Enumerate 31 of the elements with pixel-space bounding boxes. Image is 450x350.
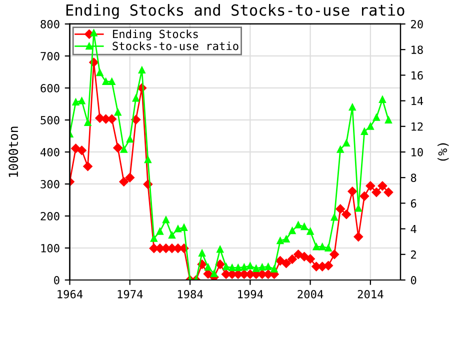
y-axis-title: 1000ton xyxy=(8,126,18,177)
y-tick-label: 700 xyxy=(40,52,60,60)
y-tick-label: 100 xyxy=(41,244,60,252)
y2-tick-label: 16 xyxy=(412,71,423,80)
y2-tick-label: 2 xyxy=(411,250,416,259)
x-tick-label: 1974 xyxy=(118,290,143,298)
y-tick-label: 800 xyxy=(40,20,60,28)
y-tick-label: 500 xyxy=(40,116,60,124)
y-tick-label: 0 xyxy=(54,276,60,284)
y2-tick-label: 12 xyxy=(412,122,423,131)
legend-label: Stocks-to-use ratio xyxy=(112,42,238,50)
x-tick-label: 1984 xyxy=(178,290,203,298)
y2-tick-label: 10 xyxy=(412,148,423,156)
y2-tick-label: 14 xyxy=(412,96,424,106)
y-tick-label: 600 xyxy=(40,84,60,92)
y2-axis-title: (%) xyxy=(438,143,449,161)
chart-title: Ending Stocks and Stocks-to-use ratio xyxy=(66,4,404,19)
x-tick-label: 2004 xyxy=(298,290,324,298)
x-tick-label: 1994 xyxy=(238,290,264,298)
y2-tick-label: 0 xyxy=(410,276,416,284)
y2-tick-label: 8 xyxy=(410,174,416,182)
x-tick-label: 2014 xyxy=(358,290,384,298)
y2-tick-label: 6 xyxy=(410,199,416,208)
y-tick-label: 200 xyxy=(40,212,60,220)
y2-tick-label: 20 xyxy=(411,20,423,28)
legend-label: Ending Stocks xyxy=(113,30,198,40)
x-tick-label: 1964 xyxy=(58,290,83,298)
y-tick-label: 400 xyxy=(40,148,60,156)
y2-tick-label: 4 xyxy=(410,224,416,234)
y2-tick-label: 18 xyxy=(412,46,423,54)
y-tick-label: 300 xyxy=(40,180,60,188)
